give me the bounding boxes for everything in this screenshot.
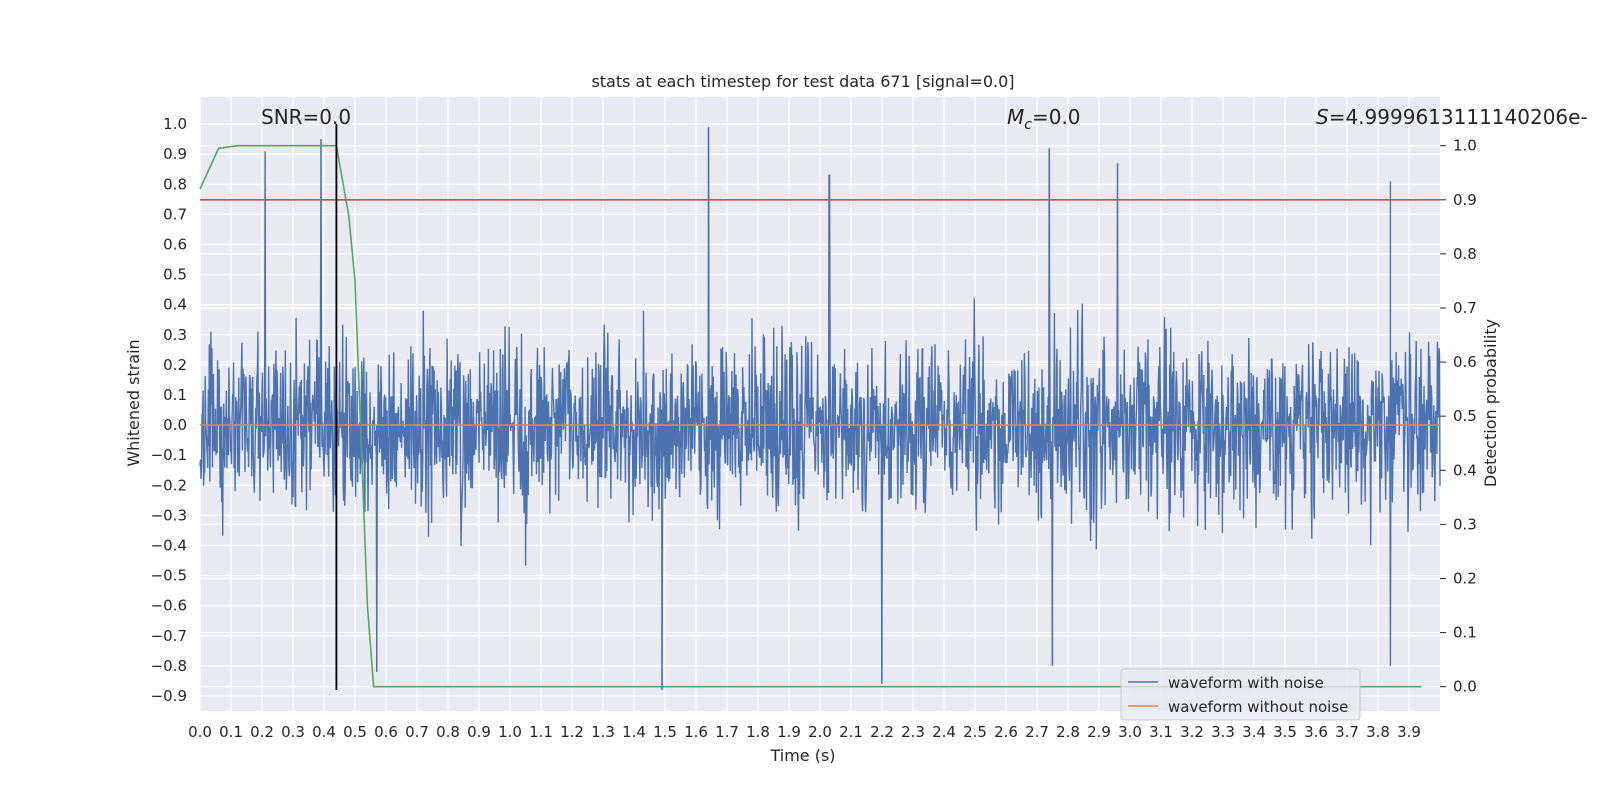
y-axis-ticks: 1.0 0.9 0.8 0.7 0.6 0.5 0.4 0.3 0.2 0.1 0.0 −0.1 −0.… [151,115,187,705]
y-tick-label: −0.1 [151,446,187,464]
x-tick-label: 0.0 [188,723,212,741]
noise-waveform-line [199,127,1441,690]
right-y-tick-label: 0.2 [1453,569,1477,587]
x-tick-label: 1.0 [498,723,522,741]
right-y-axis-label: Detection probability [1481,319,1500,487]
x-tick-label: 1.9 [777,723,801,741]
x-tick-label: 0.2 [250,723,274,741]
x-tick-label: 2.0 [808,723,832,741]
y-tick-label: 0.3 [163,326,187,344]
right-y-axis-ticks: 1.0 0.9 0.8 0.7 0.6 0.5 0.4 0.3 0.2 0.1 0.0 [1440,137,1477,696]
x-tick-label: 0.4 [312,723,336,741]
x-tick-label: 2.4 [932,723,956,741]
y-tick-label: 0.5 [163,266,187,284]
x-tick-label: 0.6 [374,723,398,741]
annotation-chirp-mass: Mc=0.0 [1007,105,1081,133]
x-tick-label: 1.1 [529,723,553,741]
legend-label-clean: waveform without noise [1168,698,1348,716]
x-tick-label: 2.8 [1056,723,1080,741]
x-tick-label: 1.5 [653,723,677,741]
x-tick-label: 0.1 [219,723,243,741]
y-tick-label: 1.0 [163,115,187,133]
right-y-tick-label: 0.6 [1453,353,1477,371]
x-tick-label: 2.7 [1025,723,1049,741]
legend: waveform with noise waveform without noi… [1120,668,1361,721]
chart-title: stats at each timestep for test data 671… [591,72,1014,91]
annotation-s: S=4.9999613111140206e- [1316,105,1588,129]
x-tick-label: 1.8 [746,723,770,741]
x-tick-label: 3.6 [1304,723,1328,741]
right-y-tick-label: 0.3 [1453,515,1477,533]
x-tick-label: 3.7 [1335,723,1359,741]
y-tick-label: 0.6 [163,235,187,253]
y-tick-label: −0.9 [151,687,187,705]
x-tick-label: 2.5 [963,723,987,741]
y-tick-label: 0.8 [163,175,187,193]
x-tick-label: 2.3 [901,723,925,741]
y-tick-label: −0.2 [151,476,187,494]
x-tick-label: 1.3 [591,723,615,741]
y-tick-label: −0.4 [151,536,187,554]
x-tick-label: 3.3 [1211,723,1235,741]
y-tick-label: 0.4 [163,296,187,314]
y-tick-label: 0.1 [163,386,187,404]
x-tick-label: 1.6 [684,723,708,741]
x-tick-label: 3.4 [1242,723,1266,741]
right-y-tick-label: 0.9 [1453,191,1477,209]
right-y-tick-label: 1.0 [1453,137,1477,155]
x-tick-label: 3.8 [1366,723,1390,741]
x-tick-label: 3.1 [1149,723,1173,741]
right-y-tick-label: 0.8 [1453,245,1477,263]
x-tick-label: 0.9 [467,723,491,741]
x-tick-label: 2.1 [839,723,863,741]
right-y-tick-label: 0.7 [1453,299,1477,317]
series-lines [199,124,1440,690]
right-y-tick-label: 0.5 [1453,407,1477,425]
series-waveform-with-noise [199,127,1441,690]
x-tick-label: 0.8 [436,723,460,741]
right-y-tick-label: 0.1 [1453,624,1477,642]
annotation-snr: SNR=0.0 [261,105,351,129]
right-y-tick-label: 0.4 [1453,461,1477,479]
x-tick-label: 2.6 [994,723,1018,741]
y-tick-label: −0.6 [151,597,187,615]
x-tick-label: 1.7 [715,723,739,741]
x-tick-label: 3.0 [1118,723,1142,741]
y-tick-label: −0.3 [151,506,187,524]
y-axis-label: Whitened strain [124,339,143,466]
x-tick-label: 3.5 [1273,723,1297,741]
x-axis-ticks: 0.0 0.1 0.2 0.3 0.4 0.5 0.6 0.7 0.8 0.9 1.0 1.1 1.2 1… [188,723,1421,741]
series-line-detection-probability [199,144,1422,688]
x-axis-label: Time (s) [769,746,835,765]
y-tick-label: 0.0 [163,416,187,434]
right-y-tick-label: 0.0 [1453,678,1477,696]
y-tick-label: −0.5 [151,567,187,585]
x-tick-label: 0.5 [343,723,367,741]
y-tick-label: −0.8 [151,657,187,675]
x-tick-label: 3.2 [1180,723,1204,741]
x-tick-label: 2.2 [870,723,894,741]
x-tick-label: 0.7 [405,723,429,741]
x-tick-label: 1.2 [560,723,584,741]
x-tick-label: 3.9 [1397,723,1421,741]
y-tick-label: 0.9 [163,145,187,163]
x-tick-label: 2.9 [1087,723,1111,741]
legend-label-noise: waveform with noise [1168,674,1324,692]
x-tick-label: 0.3 [281,723,305,741]
y-tick-label: −0.7 [151,627,187,645]
y-tick-label: 0.7 [163,205,187,223]
y-tick-label: 0.2 [163,356,187,374]
legend-box [1120,668,1361,721]
x-tick-label: 1.4 [622,723,646,741]
